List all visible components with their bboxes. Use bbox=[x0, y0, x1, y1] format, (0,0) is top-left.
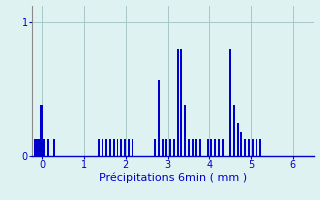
Bar bbox=[165, 139, 167, 156]
Bar bbox=[154, 139, 156, 156]
Bar bbox=[40, 105, 42, 156]
Bar bbox=[116, 139, 118, 156]
Bar bbox=[207, 139, 209, 156]
Bar bbox=[132, 139, 133, 156]
Bar bbox=[98, 139, 100, 156]
Bar bbox=[211, 139, 212, 156]
Bar bbox=[109, 139, 111, 156]
Bar bbox=[252, 139, 254, 156]
Bar bbox=[158, 80, 160, 156]
Bar bbox=[237, 123, 239, 156]
Bar bbox=[101, 139, 103, 156]
Bar bbox=[248, 139, 250, 156]
Bar bbox=[34, 139, 36, 156]
Bar bbox=[36, 139, 38, 156]
Bar bbox=[38, 139, 40, 156]
Bar bbox=[105, 139, 107, 156]
Bar bbox=[180, 49, 182, 156]
Bar bbox=[113, 139, 115, 156]
Bar bbox=[184, 105, 186, 156]
Bar bbox=[188, 139, 190, 156]
Bar bbox=[218, 139, 220, 156]
Bar bbox=[177, 49, 179, 156]
Bar bbox=[255, 139, 257, 156]
Bar bbox=[222, 139, 224, 156]
Bar bbox=[120, 139, 122, 156]
Bar bbox=[199, 139, 201, 156]
Bar bbox=[44, 139, 45, 156]
Bar bbox=[229, 49, 231, 156]
Bar bbox=[169, 139, 171, 156]
Bar bbox=[53, 139, 55, 156]
Bar bbox=[214, 139, 216, 156]
Bar bbox=[196, 139, 197, 156]
Bar bbox=[128, 139, 130, 156]
Bar bbox=[192, 139, 194, 156]
Bar bbox=[241, 132, 242, 156]
Bar bbox=[259, 139, 261, 156]
Bar bbox=[42, 105, 44, 156]
Bar bbox=[47, 139, 49, 156]
Bar bbox=[244, 139, 246, 156]
Bar bbox=[124, 139, 126, 156]
Bar bbox=[233, 105, 235, 156]
X-axis label: Précipitations 6min ( mm ): Précipitations 6min ( mm ) bbox=[99, 173, 247, 183]
Bar bbox=[162, 139, 164, 156]
Bar bbox=[173, 139, 175, 156]
